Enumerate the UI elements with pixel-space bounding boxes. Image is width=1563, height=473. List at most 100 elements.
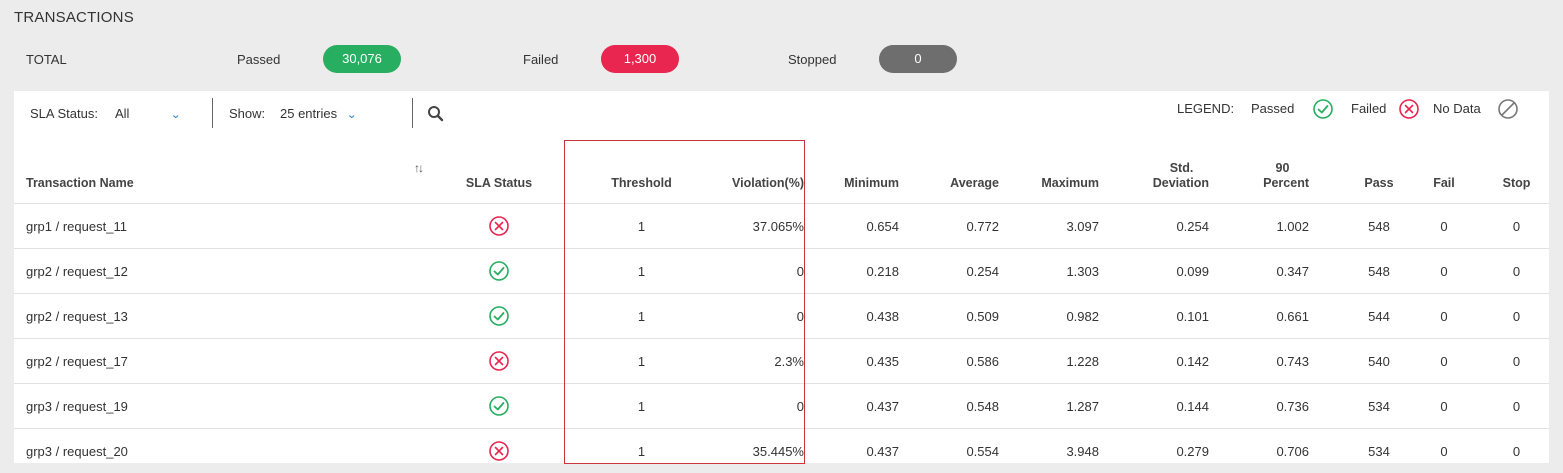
sla-status-cell bbox=[414, 249, 564, 294]
cell-average: 0.554 bbox=[924, 429, 1024, 473]
cell-maximum: 1.228 bbox=[1024, 339, 1124, 384]
cell-pass: 534 bbox=[1334, 429, 1409, 473]
search-button[interactable] bbox=[427, 105, 445, 126]
cell-p90: 0.736 bbox=[1234, 384, 1334, 429]
failed-x-icon bbox=[488, 440, 510, 462]
sla-status-cell bbox=[414, 294, 564, 339]
stopped-count-badge: 0 bbox=[879, 45, 957, 73]
cell-stop: 0 bbox=[1479, 249, 1549, 294]
cell-std: 0.279 bbox=[1124, 429, 1234, 473]
cell-violation: 0 bbox=[689, 294, 829, 339]
passed-label: Passed bbox=[237, 52, 280, 67]
cell-maximum: 3.948 bbox=[1024, 429, 1124, 473]
cell-std: 0.101 bbox=[1124, 294, 1234, 339]
failed-label: Failed bbox=[523, 52, 558, 67]
transaction-name-link[interactable]: grp2 / request_12 bbox=[14, 249, 414, 294]
cell-fail: 0 bbox=[1409, 204, 1479, 249]
divider bbox=[412, 98, 413, 128]
col-transaction-name[interactable]: Transaction Name bbox=[14, 146, 414, 204]
transaction-name-link[interactable]: grp2 / request_13 bbox=[14, 294, 414, 339]
cell-maximum: 1.287 bbox=[1024, 384, 1124, 429]
page-title: TRANSACTIONS bbox=[14, 9, 134, 26]
cell-violation: 0 bbox=[689, 384, 829, 429]
cell-minimum: 0.437 bbox=[829, 384, 924, 429]
transaction-name-link[interactable]: grp3 / request_19 bbox=[14, 384, 414, 429]
col-std-deviation[interactable]: Std.Deviation bbox=[1124, 146, 1234, 204]
failed-x-icon bbox=[488, 350, 510, 372]
cell-minimum: 0.435 bbox=[829, 339, 924, 384]
search-icon bbox=[427, 105, 445, 123]
sla-status-dropdown[interactable]: All ⌄ bbox=[115, 106, 180, 121]
cell-pass: 534 bbox=[1334, 384, 1409, 429]
cell-pass: 544 bbox=[1334, 294, 1409, 339]
sla-status-cell bbox=[414, 384, 564, 429]
show-label: Show: bbox=[229, 106, 265, 121]
failed-x-icon bbox=[1398, 98, 1420, 120]
cell-threshold: 1 bbox=[564, 294, 689, 339]
cell-violation: 35.445% bbox=[689, 429, 829, 473]
cell-minimum: 0.438 bbox=[829, 294, 924, 339]
cell-p90: 0.661 bbox=[1234, 294, 1334, 339]
legend-nodata-label: No Data bbox=[1433, 101, 1481, 116]
transaction-name-link[interactable]: grp1 / request_11 bbox=[14, 204, 414, 249]
cell-std: 0.142 bbox=[1124, 339, 1234, 384]
col-pass[interactable]: Pass bbox=[1334, 146, 1409, 204]
cell-p90: 0.743 bbox=[1234, 339, 1334, 384]
summary-bar: TOTAL Passed 30,076 Failed 1,300 Stopped… bbox=[0, 45, 1563, 73]
cell-std: 0.144 bbox=[1124, 384, 1234, 429]
cell-fail: 0 bbox=[1409, 429, 1479, 473]
std-line1: Std. bbox=[1124, 161, 1209, 176]
cell-stop: 0 bbox=[1479, 384, 1549, 429]
p90-line1: 90 bbox=[1234, 161, 1309, 176]
cell-pass: 548 bbox=[1334, 249, 1409, 294]
cell-fail: 0 bbox=[1409, 339, 1479, 384]
chevron-down-icon: ⌄ bbox=[346, 108, 357, 121]
cell-fail: 0 bbox=[1409, 249, 1479, 294]
cell-stop: 0 bbox=[1479, 294, 1549, 339]
cell-average: 0.586 bbox=[924, 339, 1024, 384]
legend-failed-label: Failed bbox=[1351, 101, 1386, 116]
transaction-name-link[interactable]: grp3 / request_20 bbox=[14, 429, 414, 473]
cell-p90: 0.706 bbox=[1234, 429, 1334, 473]
cell-p90: 0.347 bbox=[1234, 249, 1334, 294]
col-stop[interactable]: Stop bbox=[1479, 146, 1549, 204]
cell-violation: 37.065% bbox=[689, 204, 829, 249]
cell-threshold: 1 bbox=[564, 249, 689, 294]
passed-check-icon bbox=[1312, 98, 1334, 120]
transaction-name-link[interactable]: grp2 / request_17 bbox=[14, 339, 414, 384]
sla-status-cell bbox=[414, 429, 564, 473]
p90-line2: Percent bbox=[1263, 176, 1309, 190]
passed-check-icon bbox=[488, 395, 510, 417]
col-violation[interactable]: Violation(%) bbox=[689, 146, 829, 204]
cell-violation: 0 bbox=[689, 249, 829, 294]
col-threshold[interactable]: Threshold bbox=[564, 146, 689, 204]
divider bbox=[212, 98, 213, 128]
cell-fail: 0 bbox=[1409, 294, 1479, 339]
cell-stop: 0 bbox=[1479, 429, 1549, 473]
cell-violation: 2.3% bbox=[689, 339, 829, 384]
cell-threshold: 1 bbox=[564, 339, 689, 384]
failed-x-icon bbox=[488, 215, 510, 237]
col-sla-status[interactable]: SLA Status bbox=[414, 146, 564, 204]
table-header-row: Transaction Name SLA Status Threshold Vi… bbox=[14, 146, 1549, 204]
cell-std: 0.254 bbox=[1124, 204, 1234, 249]
col-minimum[interactable]: Minimum bbox=[829, 146, 924, 204]
total-label: TOTAL bbox=[26, 52, 67, 67]
show-entries-dropdown[interactable]: 25 entries ⌄ bbox=[280, 106, 356, 121]
cell-pass: 540 bbox=[1334, 339, 1409, 384]
col-fail[interactable]: Fail bbox=[1409, 146, 1479, 204]
cell-fail: 0 bbox=[1409, 384, 1479, 429]
col-maximum[interactable]: Maximum bbox=[1024, 146, 1124, 204]
std-line2: Deviation bbox=[1153, 176, 1209, 190]
col-average[interactable]: Average bbox=[924, 146, 1024, 204]
cell-average: 0.254 bbox=[924, 249, 1024, 294]
passed-count-badge: 30,076 bbox=[323, 45, 401, 73]
chevron-down-icon: ⌄ bbox=[170, 108, 181, 121]
sla-status-cell bbox=[414, 204, 564, 249]
